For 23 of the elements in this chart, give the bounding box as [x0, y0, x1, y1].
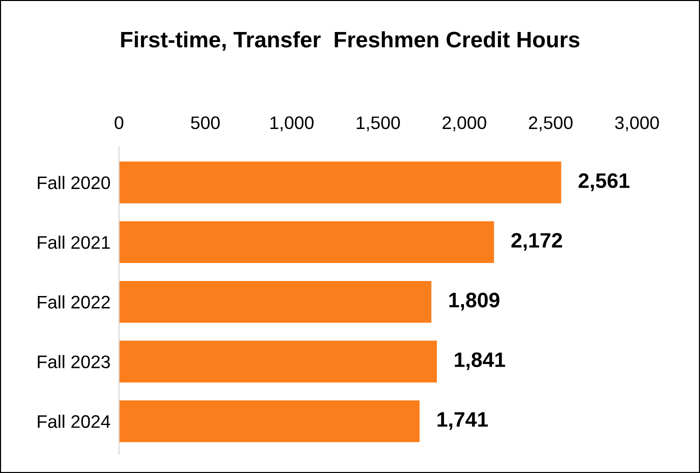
data-label: 1,841: [454, 352, 506, 370]
x-tick-label: 2,000: [442, 116, 486, 132]
x-tick-label: 1,000: [270, 116, 314, 132]
y-tick-label: Fall 2021: [38, 236, 110, 249]
x-tick-label: 500: [190, 116, 220, 130]
y-tick-label: Fall 2020: [38, 176, 110, 190]
chart-title: First-time, Transfer Freshmen Credit Hours: [121, 31, 580, 51]
bar: [119, 221, 494, 264]
x-tick-label: 0: [114, 116, 124, 130]
data-label: 1,741: [438, 412, 488, 430]
x-tick-label: 1,500: [356, 116, 400, 132]
x-tick-label: 2,500: [528, 116, 573, 132]
x-tick-label: 3,000: [615, 116, 659, 132]
y-tick-label: Fall 2022: [38, 295, 110, 309]
data-label: 2,172: [511, 232, 562, 251]
y-tick-label: Fall 2024: [38, 414, 110, 428]
y-tick-label: Fall 2023: [38, 355, 110, 368]
data-label: 1,809: [449, 292, 500, 310]
bar: [119, 162, 562, 204]
bar: [119, 400, 420, 442]
bar: [119, 280, 432, 323]
data-label: 2,561: [578, 173, 630, 192]
bar: [119, 340, 437, 382]
